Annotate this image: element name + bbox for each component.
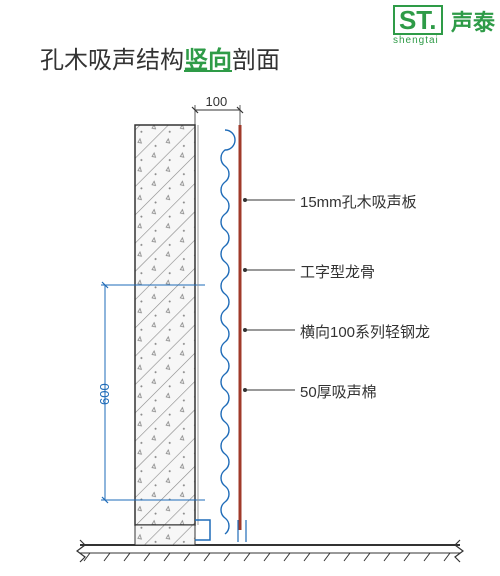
diagram-title: 孔木吸声结构竖向剖面 [40,40,280,75]
callout-label: 横向100系列轻钢龙 [300,321,430,342]
logo-brand: 声泰 [451,5,495,37]
callout-label: 15mm孔木吸声板 [300,191,417,212]
dimension-height: 600 [97,383,112,405]
brand-logo: ST. 声泰 shengtai [393,5,495,46]
callout-label: 工字型龙骨 [300,261,375,282]
dimension-width: 100 [206,94,228,109]
title-prefix: 孔木吸声结构 [40,47,184,74]
title-emphasis: 竖向 [184,47,232,74]
logo-mark: ST. [393,5,443,35]
callout-label: 50厚吸声棉 [300,381,377,402]
title-suffix: 剖面 [232,47,280,74]
section-diagram: 15mm孔木吸声板工字型龙骨横向100系列轻钢龙 50厚吸声棉 100 600 [0,95,500,565]
